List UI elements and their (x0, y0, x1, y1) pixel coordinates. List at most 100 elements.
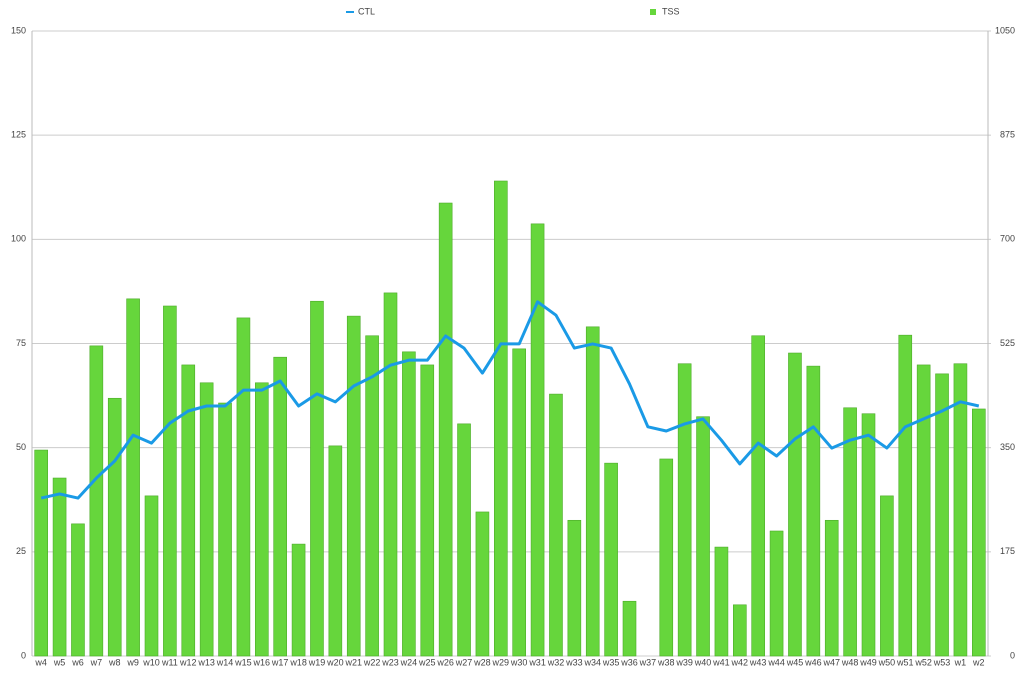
x-tick-label: w6 (71, 657, 84, 667)
bar (549, 393, 563, 657)
x-tick-label: w4 (34, 657, 47, 667)
bar (199, 382, 214, 657)
bar (34, 449, 48, 657)
x-tick-label: w11 (161, 657, 178, 667)
x-tick-label: w17 (271, 657, 289, 667)
x-tick-label: w29 (492, 657, 510, 667)
x-tick-label: w24 (400, 657, 418, 667)
x-tick-label: w13 (197, 657, 215, 667)
x-tick-label: w38 (657, 657, 675, 667)
legend-swatch (650, 9, 656, 15)
legend-label: TSS (662, 6, 680, 16)
x-tick-label: w5 (53, 657, 66, 667)
bar (420, 364, 435, 657)
line (40, 300, 980, 500)
bar (475, 511, 490, 657)
x-tick-label: w23 (381, 657, 399, 667)
bar (751, 335, 765, 657)
y2-tick-label: 350 (1000, 442, 1015, 452)
x-tick-label: w25 (418, 657, 436, 667)
x-tick-label: w44 (767, 657, 785, 667)
bar (843, 407, 857, 657)
bar (769, 530, 784, 657)
bar (438, 202, 453, 657)
bar (953, 363, 968, 657)
bar (71, 523, 85, 657)
bar (880, 495, 894, 657)
bar (273, 356, 287, 657)
legend-label: CTL (358, 6, 375, 16)
y2-tick-label: 1050 (995, 25, 1015, 35)
bar (916, 364, 931, 657)
y-tick-label: 50 (16, 442, 26, 452)
x-tick-label: w20 (326, 657, 344, 667)
x-tick-label: w45 (786, 657, 804, 667)
x-tick-label: w16 (253, 657, 271, 667)
x-tick-label: w48 (841, 657, 859, 667)
y-tick-label: 100 (11, 234, 26, 244)
x-tick-label: w47 (822, 657, 840, 667)
bar (52, 477, 67, 657)
bar (585, 326, 600, 657)
x-tick-label: w9 (126, 657, 139, 667)
bar (622, 600, 637, 657)
bar (236, 317, 251, 657)
y2-tick-label: 875 (1000, 130, 1015, 140)
bar (457, 423, 471, 657)
y2-tick-label: 700 (1000, 234, 1015, 244)
x-tick-label: w41 (712, 657, 730, 667)
bar (255, 382, 269, 657)
bar (898, 334, 913, 657)
x-tick-label: w31 (528, 657, 546, 667)
x-tick-label: w12 (179, 657, 197, 667)
x-tick-label: w52 (914, 657, 932, 667)
bar (788, 352, 802, 657)
bar (512, 348, 526, 657)
x-tick-label: w53 (933, 657, 951, 667)
y2-tick-label: 525 (1000, 338, 1015, 348)
bar (567, 519, 582, 657)
x-tick-label: w19 (308, 657, 326, 667)
x-tick-label: w43 (749, 657, 767, 667)
bar (696, 416, 710, 657)
bar (89, 345, 104, 657)
x-tick-label: w18 (289, 657, 307, 667)
bar (107, 397, 122, 657)
bar (291, 543, 306, 657)
bar (733, 604, 747, 657)
bar (365, 335, 379, 657)
y-tick-label: 25 (16, 546, 26, 556)
x-tick-label: w37 (639, 657, 657, 667)
x-tick-label: w35 (602, 657, 620, 667)
x-tick-label: w46 (804, 657, 822, 667)
x-tick-label: w36 (620, 657, 638, 667)
x-tick-label: w15 (234, 657, 252, 667)
bar (126, 298, 140, 657)
x-tick-label: w21 (344, 657, 362, 667)
x-tick-label: w42 (731, 657, 749, 667)
bar (402, 351, 416, 657)
bar (310, 300, 324, 657)
x-tick-label: w7 (90, 657, 103, 667)
x-tick-label: w14 (216, 657, 234, 667)
y-tick-label: 125 (11, 130, 26, 140)
x-tick-label: w39 (675, 657, 693, 667)
x-tick-label: w1 (954, 657, 967, 667)
bar (530, 223, 545, 657)
x-tick-label: w30 (510, 657, 528, 667)
x-tick-label: w33 (565, 657, 583, 667)
bar (383, 292, 398, 657)
bar (346, 315, 361, 657)
x-tick-label: w40 (694, 657, 712, 667)
bar (163, 305, 177, 657)
bar (144, 495, 159, 657)
bar (972, 408, 986, 657)
x-tick-label: w28 (473, 657, 491, 667)
x-tick-label: w22 (363, 657, 381, 667)
x-tick-label: w51 (896, 657, 914, 667)
bar (659, 458, 674, 657)
x-tick-label: w8 (108, 657, 121, 667)
bar (806, 365, 821, 657)
y-tick-label: 150 (11, 25, 26, 35)
